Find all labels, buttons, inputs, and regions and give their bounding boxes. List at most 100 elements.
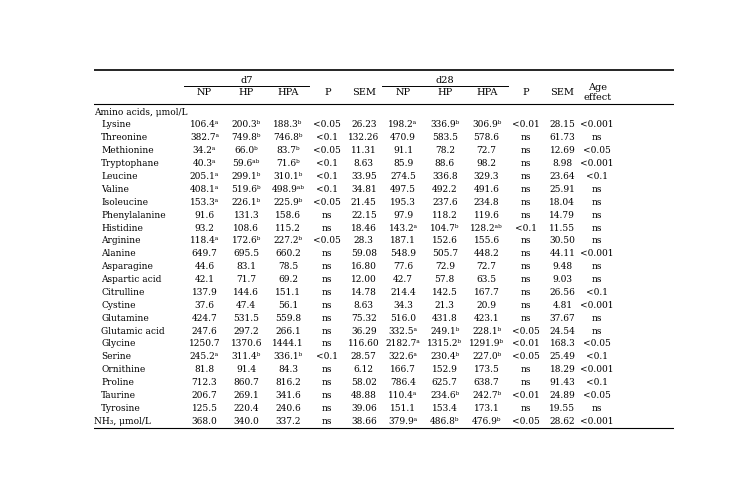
Text: 72.7: 72.7 bbox=[476, 146, 497, 155]
Text: <0.1: <0.1 bbox=[316, 133, 339, 142]
Text: 128.2ᵃᵇ: 128.2ᵃᵇ bbox=[470, 223, 503, 233]
Text: 115.2: 115.2 bbox=[275, 223, 301, 233]
Text: ns: ns bbox=[592, 275, 602, 284]
Text: 48.88: 48.88 bbox=[351, 391, 377, 400]
Text: ns: ns bbox=[592, 185, 602, 194]
Text: <0.05: <0.05 bbox=[313, 237, 342, 246]
Text: 297.2: 297.2 bbox=[234, 327, 259, 336]
Text: 166.7: 166.7 bbox=[390, 365, 416, 374]
Text: Ornithine: Ornithine bbox=[101, 365, 145, 374]
Text: 28.62: 28.62 bbox=[550, 417, 575, 426]
Text: 11.55: 11.55 bbox=[549, 223, 575, 233]
Text: 66.0ᵇ: 66.0ᵇ bbox=[234, 146, 258, 155]
Text: 486.8ᵇ: 486.8ᵇ bbox=[430, 417, 460, 426]
Text: ns: ns bbox=[322, 314, 333, 323]
Text: 83.7ᵇ: 83.7ᵇ bbox=[276, 146, 300, 155]
Text: 1291.9ᵇ: 1291.9ᵇ bbox=[469, 339, 504, 348]
Text: 118.2: 118.2 bbox=[432, 211, 458, 219]
Text: 227.0ᵇ: 227.0ᵇ bbox=[472, 352, 501, 361]
Text: 137.9: 137.9 bbox=[192, 288, 217, 297]
Text: 21.3: 21.3 bbox=[435, 301, 455, 310]
Text: <0.001: <0.001 bbox=[580, 301, 614, 310]
Text: ns: ns bbox=[521, 378, 531, 387]
Text: <0.001: <0.001 bbox=[580, 365, 614, 374]
Text: 322.6ᵃ: 322.6ᵃ bbox=[389, 352, 417, 361]
Text: Glutamic acid: Glutamic acid bbox=[101, 327, 165, 336]
Text: 71.7: 71.7 bbox=[236, 275, 256, 284]
Text: 220.4: 220.4 bbox=[234, 404, 259, 413]
Text: ns: ns bbox=[592, 404, 602, 413]
Text: <0.1: <0.1 bbox=[586, 288, 608, 297]
Text: 8.63: 8.63 bbox=[354, 159, 374, 168]
Text: 116.60: 116.60 bbox=[348, 339, 380, 348]
Text: 28.15: 28.15 bbox=[550, 121, 575, 129]
Text: HPA: HPA bbox=[277, 88, 299, 97]
Text: 214.4: 214.4 bbox=[390, 288, 416, 297]
Text: <0.05: <0.05 bbox=[313, 198, 342, 207]
Text: 578.6: 578.6 bbox=[473, 133, 500, 142]
Text: 78.5: 78.5 bbox=[278, 262, 298, 271]
Text: <0.05: <0.05 bbox=[313, 121, 342, 129]
Text: 299.1ᵇ: 299.1ᵇ bbox=[231, 172, 261, 181]
Text: 108.6: 108.6 bbox=[234, 223, 259, 233]
Text: Tyrosine: Tyrosine bbox=[101, 404, 141, 413]
Text: Leucine: Leucine bbox=[101, 172, 138, 181]
Text: Citrulline: Citrulline bbox=[101, 288, 145, 297]
Text: ns: ns bbox=[521, 262, 531, 271]
Text: 12.00: 12.00 bbox=[351, 275, 377, 284]
Text: 37.67: 37.67 bbox=[550, 314, 575, 323]
Text: 306.9ᵇ: 306.9ᵇ bbox=[472, 121, 501, 129]
Text: 695.5: 695.5 bbox=[233, 249, 259, 258]
Text: 20.9: 20.9 bbox=[476, 301, 497, 310]
Text: 153.3ᵃ: 153.3ᵃ bbox=[189, 198, 219, 207]
Text: 44.11: 44.11 bbox=[550, 249, 575, 258]
Text: d7: d7 bbox=[240, 76, 252, 85]
Text: <0.1: <0.1 bbox=[586, 352, 608, 361]
Text: ns: ns bbox=[521, 211, 531, 219]
Text: Methionine: Methionine bbox=[101, 146, 154, 155]
Text: 336.1ᵇ: 336.1ᵇ bbox=[273, 352, 303, 361]
Text: <0.05: <0.05 bbox=[583, 146, 611, 155]
Text: 40.3ᵃ: 40.3ᵃ bbox=[192, 159, 216, 168]
Text: SEM: SEM bbox=[551, 88, 574, 97]
Text: <0.1: <0.1 bbox=[316, 185, 339, 194]
Text: 172.6ᵇ: 172.6ᵇ bbox=[231, 237, 261, 246]
Text: 91.1: 91.1 bbox=[393, 146, 413, 155]
Text: 234.8: 234.8 bbox=[474, 198, 500, 207]
Text: 97.9: 97.9 bbox=[393, 211, 413, 219]
Text: 860.7: 860.7 bbox=[234, 378, 259, 387]
Text: 57.8: 57.8 bbox=[434, 275, 455, 284]
Text: 12.69: 12.69 bbox=[550, 146, 575, 155]
Text: 34.81: 34.81 bbox=[351, 185, 377, 194]
Text: 198.2ᵃ: 198.2ᵃ bbox=[389, 121, 418, 129]
Text: ns: ns bbox=[592, 223, 602, 233]
Text: 431.8: 431.8 bbox=[432, 314, 458, 323]
Text: 2182.7ᵃ: 2182.7ᵃ bbox=[386, 339, 420, 348]
Text: 59.08: 59.08 bbox=[351, 249, 377, 258]
Text: 77.6: 77.6 bbox=[393, 262, 413, 271]
Text: <0.1: <0.1 bbox=[316, 159, 339, 168]
Text: 21.45: 21.45 bbox=[351, 198, 377, 207]
Text: ns: ns bbox=[521, 159, 531, 168]
Text: 158.6: 158.6 bbox=[275, 211, 301, 219]
Text: 44.6: 44.6 bbox=[195, 262, 214, 271]
Text: NH₃, μmol/L: NH₃, μmol/L bbox=[94, 417, 151, 426]
Text: ns: ns bbox=[521, 237, 531, 246]
Text: P: P bbox=[523, 88, 529, 97]
Text: 152.6: 152.6 bbox=[432, 237, 458, 246]
Text: 206.7: 206.7 bbox=[192, 391, 217, 400]
Text: 75.32: 75.32 bbox=[351, 314, 377, 323]
Text: 34.3: 34.3 bbox=[393, 301, 413, 310]
Text: ns: ns bbox=[592, 198, 602, 207]
Text: 638.7: 638.7 bbox=[473, 378, 500, 387]
Text: Arginine: Arginine bbox=[101, 237, 141, 246]
Text: 249.1ᵇ: 249.1ᵇ bbox=[430, 327, 459, 336]
Text: 205.1ᵃ: 205.1ᵃ bbox=[189, 172, 219, 181]
Text: ns: ns bbox=[521, 288, 531, 297]
Text: ns: ns bbox=[322, 275, 333, 284]
Text: <0.001: <0.001 bbox=[580, 417, 614, 426]
Text: 28.57: 28.57 bbox=[351, 352, 377, 361]
Text: <0.1: <0.1 bbox=[316, 352, 339, 361]
Text: 311.4ᵇ: 311.4ᵇ bbox=[231, 352, 261, 361]
Text: 227.2ᵇ: 227.2ᵇ bbox=[273, 237, 303, 246]
